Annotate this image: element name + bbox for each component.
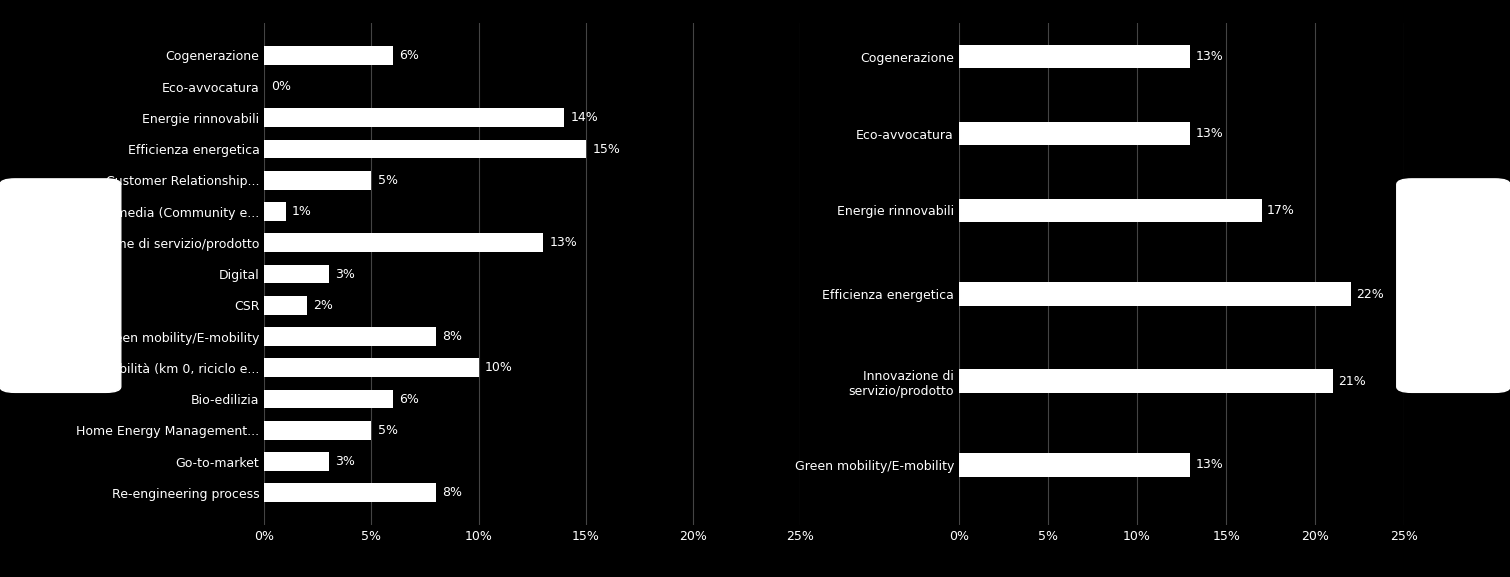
Text: 13%: 13% xyxy=(550,237,577,249)
Bar xyxy=(264,46,393,65)
Bar xyxy=(959,283,1351,306)
Bar xyxy=(264,484,436,502)
Bar xyxy=(264,140,586,159)
Text: 5%: 5% xyxy=(378,174,399,187)
Bar xyxy=(264,389,393,409)
Text: 8%: 8% xyxy=(442,486,462,499)
Bar xyxy=(264,421,371,440)
Text: 17%: 17% xyxy=(1267,204,1296,217)
Bar xyxy=(959,45,1190,68)
Text: 3%: 3% xyxy=(335,455,355,468)
Text: 6%: 6% xyxy=(399,49,420,62)
Text: 15%: 15% xyxy=(592,143,621,156)
Bar xyxy=(264,171,371,190)
Text: 10%: 10% xyxy=(485,361,513,374)
Text: 6%: 6% xyxy=(399,392,420,406)
Bar xyxy=(264,108,565,127)
Text: 13%: 13% xyxy=(1196,50,1223,63)
Text: 1%: 1% xyxy=(291,205,313,218)
Text: 5%: 5% xyxy=(378,424,399,437)
Text: 22%: 22% xyxy=(1356,288,1385,301)
Bar xyxy=(264,265,329,283)
Text: 13%: 13% xyxy=(1196,127,1223,140)
Bar xyxy=(264,234,544,252)
Text: 2%: 2% xyxy=(314,299,334,312)
Text: 3%: 3% xyxy=(335,268,355,280)
Bar xyxy=(264,327,436,346)
Text: 21%: 21% xyxy=(1338,374,1367,388)
Bar xyxy=(959,122,1190,145)
Text: 13%: 13% xyxy=(1196,458,1223,471)
Text: 14%: 14% xyxy=(571,111,598,124)
Bar xyxy=(264,452,329,471)
Bar xyxy=(959,453,1190,477)
Bar xyxy=(264,202,285,221)
Text: 8%: 8% xyxy=(442,330,462,343)
Bar xyxy=(959,199,1262,222)
Bar xyxy=(959,369,1333,393)
Bar xyxy=(264,296,307,314)
Text: 0%: 0% xyxy=(270,80,291,93)
Bar xyxy=(264,358,479,377)
